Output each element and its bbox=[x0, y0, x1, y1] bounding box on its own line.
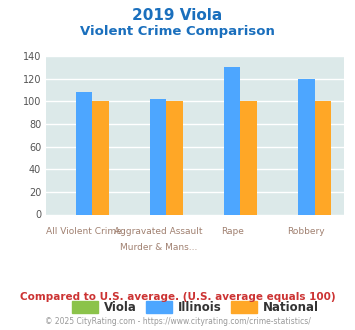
Bar bbox=[166, 101, 183, 214]
Text: © 2025 CityRating.com - https://www.cityrating.com/crime-statistics/: © 2025 CityRating.com - https://www.city… bbox=[45, 317, 310, 326]
Bar bbox=[92, 101, 109, 214]
Text: All Violent Crime: All Violent Crime bbox=[46, 227, 122, 236]
Bar bbox=[76, 92, 92, 214]
Text: Rape: Rape bbox=[221, 227, 244, 236]
Bar bbox=[224, 67, 240, 214]
Text: Robbery: Robbery bbox=[288, 227, 325, 236]
Bar bbox=[315, 101, 331, 214]
Bar bbox=[240, 101, 257, 214]
Bar bbox=[298, 79, 315, 214]
Text: Aggravated Assault: Aggravated Assault bbox=[114, 227, 202, 236]
Text: Compared to U.S. average. (U.S. average equals 100): Compared to U.S. average. (U.S. average … bbox=[20, 292, 335, 302]
Text: 2019 Viola: 2019 Viola bbox=[132, 8, 223, 23]
Text: Violent Crime Comparison: Violent Crime Comparison bbox=[80, 25, 275, 38]
Text: Murder & Mans...: Murder & Mans... bbox=[120, 243, 197, 252]
Legend: Viola, Illinois, National: Viola, Illinois, National bbox=[67, 296, 323, 319]
Bar bbox=[150, 99, 166, 214]
